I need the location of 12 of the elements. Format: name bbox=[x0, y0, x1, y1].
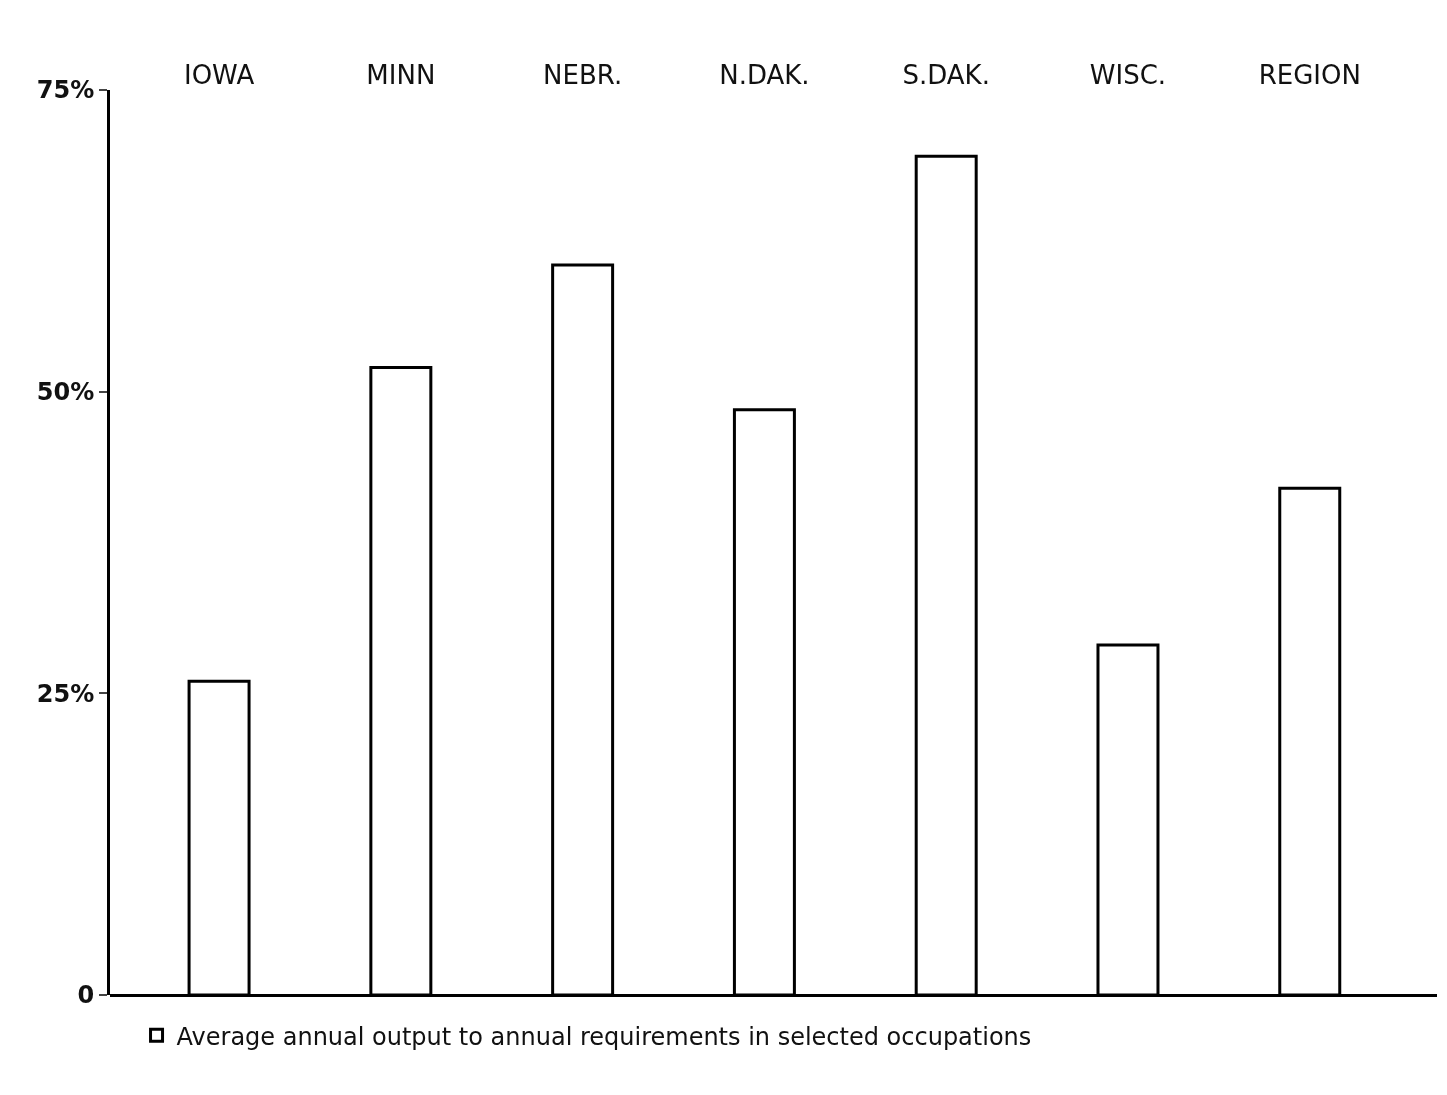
x-tick-label: WISC. bbox=[1089, 59, 1167, 90]
y-tick-label: 0 bbox=[77, 981, 95, 1010]
x-tick-label: S.DAK. bbox=[902, 59, 990, 90]
x-tick-label: N.DAK. bbox=[719, 59, 810, 90]
y-tick-label: 75% bbox=[36, 76, 95, 105]
legend-label: Average annual output to annual requirements in selected occupations bbox=[176, 1022, 1032, 1051]
y-tick-label: 25% bbox=[36, 679, 95, 708]
x-tick-label: REGION bbox=[1258, 59, 1361, 90]
x-tick-label: IOWA bbox=[183, 59, 255, 90]
x-tick-label: NEBR. bbox=[543, 59, 623, 90]
y-tick-label: 50% bbox=[36, 378, 95, 407]
x-tick-label: MINN bbox=[366, 59, 436, 90]
